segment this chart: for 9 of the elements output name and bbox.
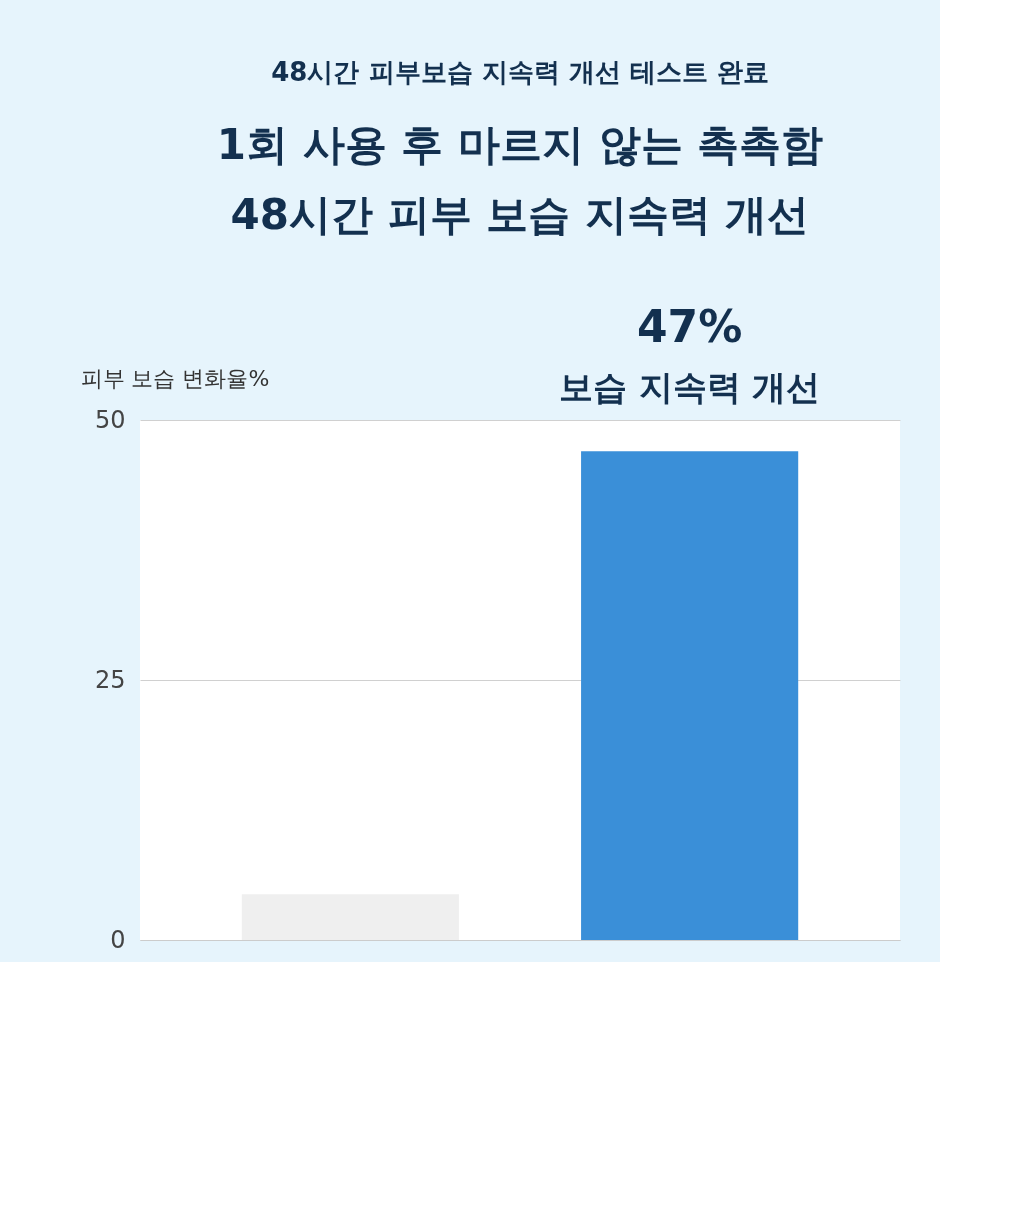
chart-title: 48시간 피부보습 지속력 개선 테스트 완료: [271, 57, 769, 88]
y-tick-label: 0: [110, 925, 126, 954]
text: 보습 지속력 개선: [558, 367, 821, 408]
y-axis-title: 피부 보습 변화율%: [80, 365, 270, 391]
text: 48시간 피부 보습 지속력 개선: [230, 190, 810, 240]
data-label: 47%: [636, 301, 743, 353]
y-tick-label: 25: [94, 665, 126, 694]
text: 1회 사용 후 마르지 않는 촉촉함: [216, 120, 824, 170]
y-tick-label: 50: [94, 405, 126, 434]
